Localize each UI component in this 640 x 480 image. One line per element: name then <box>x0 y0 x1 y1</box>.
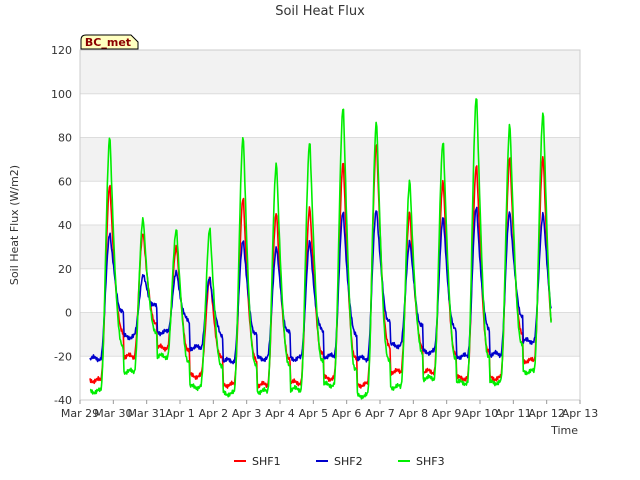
site-badge-box <box>80 34 139 50</box>
legend: SHF1 SHF2 SHF3 <box>234 455 445 468</box>
y-tick-label: 60 <box>58 175 72 188</box>
site-badge: BC_met <box>80 34 139 50</box>
x-tick-label: Mar 29 <box>61 407 99 420</box>
x-tick-label: Apr 3 <box>232 407 262 420</box>
series-line-shf3 <box>89 98 552 400</box>
x-tick-label: Mar 30 <box>94 407 132 420</box>
legend-label-shf2: SHF2 <box>334 455 363 468</box>
x-tick-label: Apr 5 <box>299 407 329 420</box>
x-tick-label: Apr 2 <box>199 407 229 420</box>
series-line-shf2 <box>89 206 552 365</box>
chart-title: Soil Heat Flux <box>275 4 365 19</box>
plot-band <box>80 50 580 94</box>
series-layer <box>89 98 552 400</box>
x-tick-label: Apr 11 <box>495 407 532 420</box>
plot-band <box>80 312 580 357</box>
plot-frame <box>79 49 581 401</box>
x-tick-label: Mar 31 <box>128 407 166 420</box>
y-tick-label: -40 <box>54 394 72 407</box>
y-tick-label: 120 <box>51 44 72 57</box>
x-tick-label: Apr 12 <box>528 407 565 420</box>
plot-band <box>80 225 580 269</box>
plot-band <box>80 137 580 182</box>
x-tick-label: Apr 4 <box>265 407 295 420</box>
x-tick-label: Apr 1 <box>165 407 195 420</box>
x-tick-label: Apr 7 <box>365 407 395 420</box>
legend-label-shf3: SHF3 <box>416 455 445 468</box>
y-tick-label: 0 <box>65 307 72 320</box>
legend-label-shf1: SHF1 <box>252 455 281 468</box>
x-axis-label: Time <box>550 424 578 437</box>
y-tick-label: -20 <box>54 350 72 363</box>
x-tick-label: Apr 10 <box>462 407 499 420</box>
x-tick-label: Apr 9 <box>432 407 462 420</box>
x-tick-label: Apr 8 <box>399 407 429 420</box>
y-axis-label: Soil Heat Flux (W/m2) <box>8 165 21 285</box>
x-tick-label: Apr 6 <box>332 407 362 420</box>
y-tick-label: 40 <box>58 219 72 232</box>
y-axis-ticks: -40 -20 0 20 40 60 80 100 120 <box>51 44 72 407</box>
x-tick-label: Apr 13 <box>562 407 599 420</box>
y-tick-label: 100 <box>51 88 72 101</box>
y-tick-label: 20 <box>58 263 72 276</box>
site-badge-text: BC_met <box>85 36 131 49</box>
y-tick-label: 80 <box>58 132 72 145</box>
